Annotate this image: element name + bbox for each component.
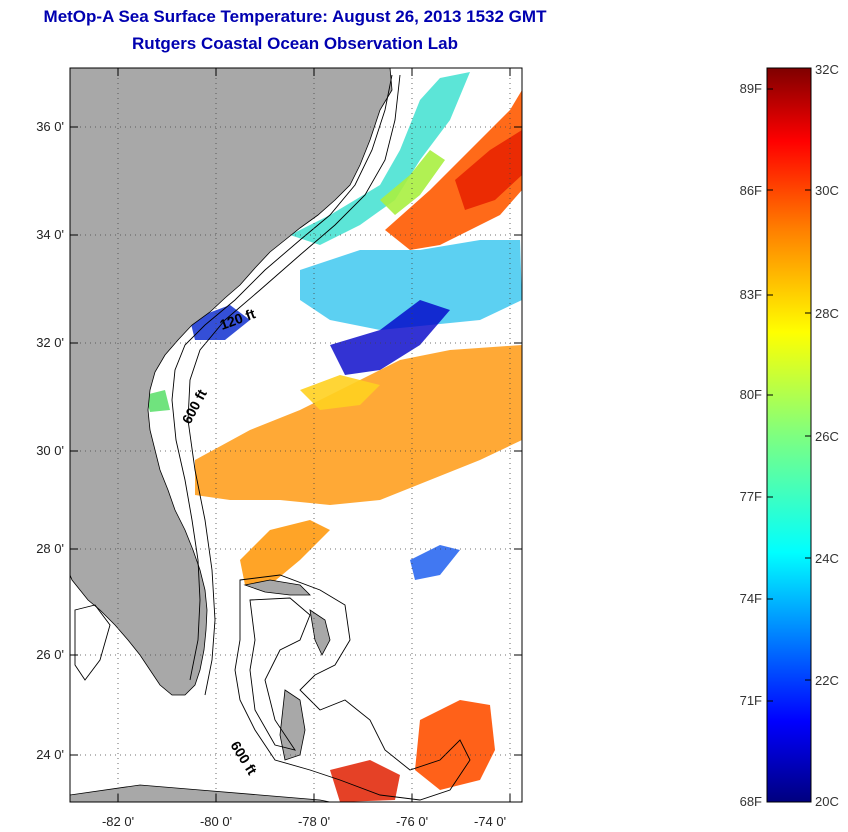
lon-label: -74 0' — [474, 814, 506, 829]
colorbar-label-c: 28C — [815, 306, 839, 321]
colorbar-label-f: 71F — [740, 693, 762, 708]
colorbar-label-f: 80F — [740, 387, 762, 402]
sst-patch-green-west — [145, 390, 170, 412]
lat-label: 34 0' — [36, 227, 64, 242]
sst-patch-blue-small — [190, 305, 250, 340]
colorbar-label-c: 30C — [815, 183, 839, 198]
axis-ticks — [70, 68, 522, 802]
map-frame — [69, 67, 523, 803]
sst-patch-green — [380, 150, 445, 215]
contour-keys — [74, 604, 111, 681]
colorbar-label-c: 26C — [815, 429, 839, 444]
land-cuba — [70, 784, 331, 802]
sst-patch-east-blue — [410, 545, 460, 580]
sst-patch-orange-main — [195, 345, 522, 505]
depth-contours — [74, 74, 471, 801]
colorbar-label-c: 20C — [815, 794, 839, 809]
colorbar-label-f: 89F — [740, 81, 762, 96]
map-subtitle: Rutgers Coastal Ocean Observation Lab — [132, 34, 458, 53]
lat-label: 30 0' — [36, 443, 64, 458]
colorbar-label-c: 32C — [815, 62, 839, 77]
land-bahamas-grand — [243, 579, 311, 596]
lat-label: 32 0' — [36, 335, 64, 350]
map-panel: 120 ft 600 ft 600 ft -82 0' -80 0' -78 0… — [36, 67, 523, 829]
colorbar-label-f: 68F — [740, 794, 762, 809]
sst-patch-mid-cyan — [300, 240, 522, 330]
sst-patch-shelf-north — [290, 72, 470, 245]
contour-120ft — [171, 74, 393, 681]
lon-label: -80 0' — [200, 814, 232, 829]
grid-lines — [70, 68, 522, 802]
colorbar-label-f: 83F — [740, 287, 762, 302]
sst-field — [145, 72, 522, 802]
colorbar-label-c: 24C — [815, 551, 839, 566]
lon-label: -76 0' — [396, 814, 428, 829]
lat-label: 28 0' — [36, 541, 64, 556]
colorbar-label-f: 86F — [740, 183, 762, 198]
colorbar-label-f: 74F — [740, 591, 762, 606]
contour-600ft — [187, 74, 401, 696]
colorbar-scale — [766, 67, 812, 803]
lat-label: 26 0' — [36, 647, 64, 662]
contour-bahamas-outer — [234, 574, 471, 801]
sst-patch-south-red2 — [330, 760, 400, 802]
sst-patch-warm-ne — [385, 90, 522, 250]
contour-bahamas-inner — [249, 597, 311, 751]
sst-patch-yellow — [300, 375, 380, 410]
colorbar-ticks — [767, 88, 811, 702]
map-title: MetOp-A Sea Surface Temperature: August … — [43, 7, 547, 26]
sst-patch-orange-sw — [240, 520, 330, 585]
lat-label: 24 0' — [36, 747, 64, 762]
colorbar-label-f: 77F — [740, 489, 762, 504]
lon-label: -82 0' — [102, 814, 134, 829]
lat-label: 36 0' — [36, 119, 64, 134]
sst-patch-hot-ne — [455, 130, 522, 210]
colorbar: 89F 86F 83F 80F 77F 74F 71F 68F 32C 30C … — [740, 62, 839, 809]
land-bahamas-abaco — [309, 609, 331, 656]
colorbar-label-c: 22C — [815, 673, 839, 688]
lon-label: -78 0' — [298, 814, 330, 829]
sst-patch-mid-blue — [330, 300, 450, 375]
